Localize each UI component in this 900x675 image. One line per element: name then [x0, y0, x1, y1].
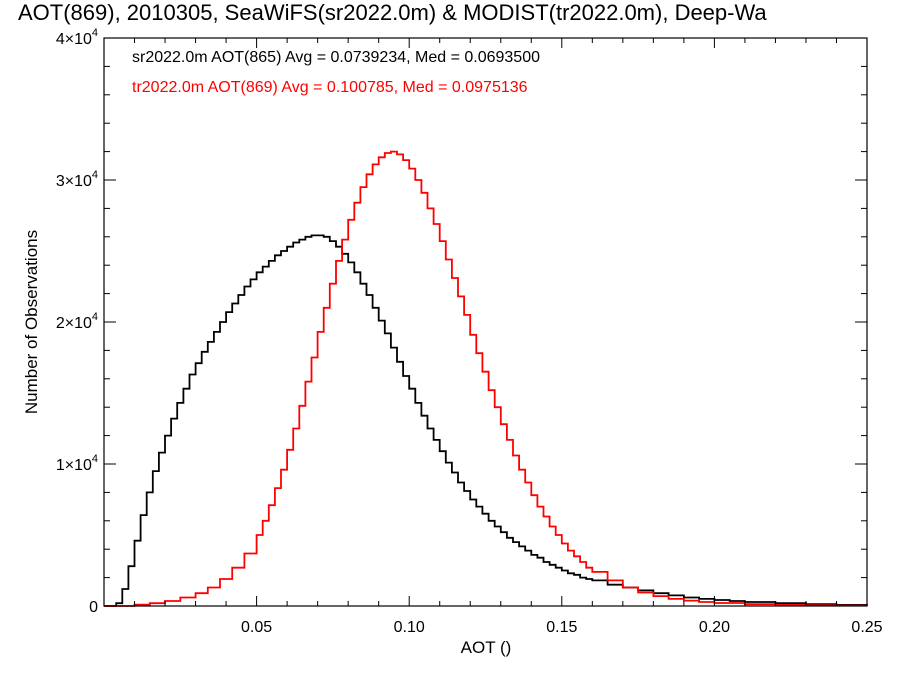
series-line-2	[104, 150, 868, 607]
series-line-1	[104, 234, 868, 607]
legend-entry-2: tr2022.0m AOT(869) Avg = 0.100785, Med =…	[132, 79, 528, 96]
y-tick-label-0: 0	[89, 599, 98, 616]
x-tick-label-0: 0.05	[241, 619, 272, 636]
x-axis-label: AOT ()	[461, 638, 512, 657]
y-tick-label-1: 1×104	[56, 453, 98, 474]
y-axis-label: Number of Observations	[22, 230, 41, 414]
x-tick-label-3: 0.20	[699, 619, 730, 636]
legend-entry-1: sr2022.0m AOT(865) Avg = 0.0739234, Med …	[132, 49, 540, 66]
y-tick-label-3: 3×104	[56, 169, 98, 190]
y-tick-label-2: 2×104	[56, 311, 98, 332]
x-tick-label-4: 0.25	[851, 619, 882, 636]
series-layer	[104, 150, 868, 607]
chart-title: AOT(869), 2010305, SeaWiFS(sr2022.0m) & …	[18, 0, 767, 25]
legend: sr2022.0m AOT(865) Avg = 0.0739234, Med …	[132, 49, 540, 96]
x-axis-ticks: 0.05 0.10 0.15 0.20 0.25	[134, 38, 883, 636]
plot-frame	[103, 37, 868, 607]
x-tick-label-1: 0.10	[394, 619, 425, 636]
x-tick-label-2: 0.15	[546, 619, 577, 636]
y-tick-label-4: 4×104	[56, 27, 98, 48]
y-axis-ticks: 0 1×104 2×104 3×104 4×104	[56, 27, 867, 616]
